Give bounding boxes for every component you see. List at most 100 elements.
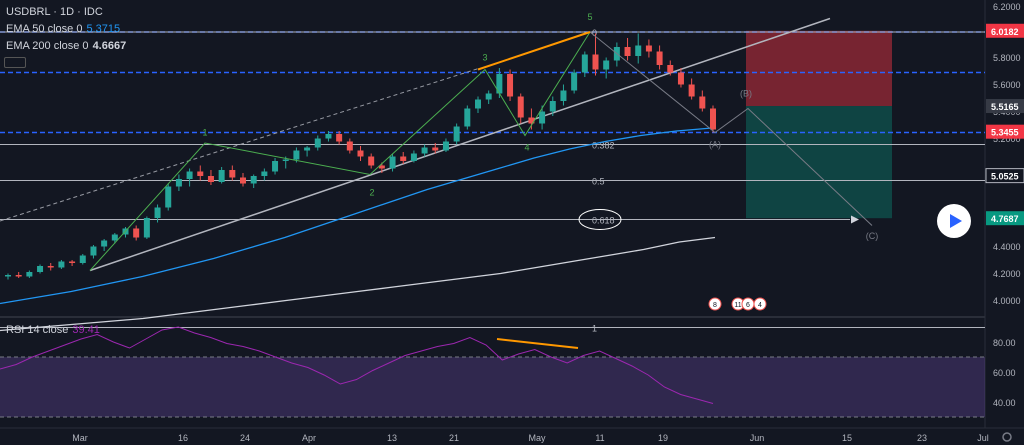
candle-body	[261, 171, 268, 176]
candle-body	[667, 65, 674, 73]
candle-body	[79, 255, 86, 263]
elliott-wave-label: 5	[587, 12, 592, 22]
time-tick-label: 21	[449, 433, 459, 443]
elliott-wave-label: (C)	[866, 231, 879, 241]
price-label-box	[986, 23, 1024, 38]
candle-body	[710, 108, 716, 130]
chart-settings-icon[interactable]	[4, 57, 26, 68]
correction-wave-path	[589, 31, 873, 226]
time-tick-label: 11	[595, 433, 604, 443]
candle-body	[111, 234, 118, 241]
price-tick-label: 5.8000	[993, 53, 1021, 63]
time-tick-label: 24	[240, 433, 250, 443]
price-label-box	[986, 211, 1024, 226]
price-label-box	[986, 124, 1024, 139]
candle-body	[207, 176, 214, 182]
event-badge-label: 4	[758, 302, 762, 309]
fib-arrow-head	[851, 215, 859, 224]
candle-body	[282, 159, 289, 161]
time-tick-label: 13	[387, 433, 397, 443]
candle-body	[293, 150, 300, 160]
candle-body	[507, 74, 514, 97]
price-tick-label: 4.0000	[993, 296, 1021, 306]
trendline-lower	[89, 17, 831, 272]
candle-body	[218, 170, 225, 182]
candle-body	[15, 275, 22, 277]
candle-body	[635, 45, 642, 56]
ema200-legend[interactable]: EMA 200 close 0 4.6667	[6, 40, 126, 52]
fib-level-label: 0	[592, 28, 597, 38]
rsi-tick-label: 40.00	[993, 398, 1016, 408]
candle-body	[5, 275, 11, 277]
stop-loss-zone	[746, 30, 892, 107]
ema50-label: EMA 50 close 0	[6, 23, 83, 35]
candle-body	[229, 170, 236, 178]
candle-body	[410, 153, 417, 161]
event-badge-label: 8	[713, 302, 717, 309]
elliott-wave-label: 4	[524, 143, 529, 153]
time-tick-label: Apr	[302, 433, 316, 443]
price-tick-label: 4.4000	[993, 242, 1021, 252]
time-tick-label: 16	[178, 433, 188, 443]
rsi-value: 39.41	[72, 324, 100, 336]
play-icon[interactable]	[937, 204, 971, 238]
elliott-wave-label: 2	[369, 188, 374, 198]
price-label-box	[986, 99, 1024, 114]
time-tick-label: May	[528, 433, 546, 443]
candle-body	[165, 186, 172, 208]
elliott-wave-path	[89, 31, 591, 271]
elliott-wave-label: (B)	[740, 89, 752, 99]
take-profit-zone	[746, 106, 892, 219]
candle-body	[357, 150, 364, 157]
candle-body	[549, 101, 556, 112]
symbol-title[interactable]: USDBRL · 1D · IDC	[6, 6, 103, 18]
candle-body	[58, 261, 65, 268]
price-label: 5.5165	[991, 102, 1019, 112]
candle-body	[699, 96, 706, 109]
candle-body	[197, 171, 204, 176]
ema200-value: 4.6667	[92, 40, 127, 52]
candle-body	[432, 147, 439, 151]
time-tick-label: Jul	[977, 433, 989, 443]
candle-body	[101, 240, 108, 247]
fib-level-label: 0.5	[592, 177, 605, 187]
price-label: 4.7687	[991, 214, 1019, 224]
candle-body	[677, 72, 684, 85]
ema50-line	[0, 127, 713, 305]
candle-body	[496, 74, 503, 94]
price-label-box	[985, 168, 1024, 184]
candle-body	[154, 207, 161, 218]
ema200-line	[0, 236, 716, 332]
symbol-label: USDBRL · 1D · IDC	[6, 6, 103, 18]
candle-body	[688, 84, 695, 97]
price-label: 5.0525	[991, 172, 1019, 182]
candle-body	[378, 165, 385, 169]
candle-body	[37, 266, 44, 272]
price-tick-label: 4.2000	[993, 269, 1021, 279]
candle-body	[47, 266, 54, 268]
gear-icon[interactable]	[1002, 432, 1012, 442]
price-tick-label: 6.2000	[993, 2, 1021, 12]
fib-level-label: 1	[592, 324, 597, 334]
elliott-wave-label: (A)	[709, 140, 721, 150]
candle-body	[603, 60, 610, 70]
event-badge	[753, 297, 767, 311]
candle-body	[421, 147, 428, 154]
rsi-label: RSI 14 close	[6, 324, 69, 336]
fib-level-label: 0.382	[592, 141, 615, 151]
candle-body	[133, 228, 140, 238]
price-label: 6.0182	[991, 27, 1019, 37]
candle-body	[314, 138, 321, 148]
ema50-legend[interactable]: EMA 50 close 0 5.3715	[6, 23, 120, 35]
rsi-tick-label: 80.00	[993, 338, 1016, 348]
ema50-value: 5.3715	[86, 23, 121, 35]
time-tick-label: 23	[917, 433, 927, 443]
candle-body	[304, 147, 311, 151]
candle-body	[325, 134, 332, 139]
time-tick-label: 15	[842, 433, 852, 443]
candle-body	[656, 51, 663, 65]
rsi-line	[0, 326, 714, 404]
rsi-legend[interactable]: RSI 14 close 39.41	[6, 324, 100, 336]
